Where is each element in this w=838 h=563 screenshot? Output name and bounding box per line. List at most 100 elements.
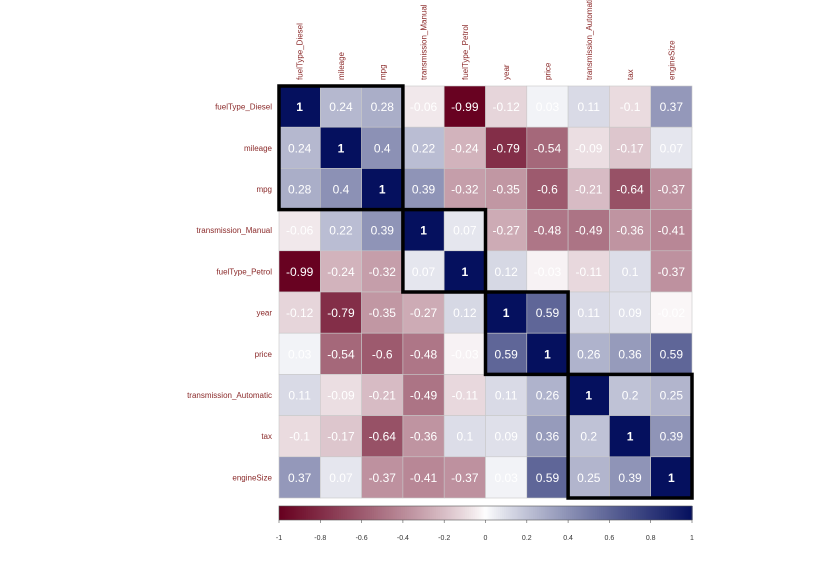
heatmap-cell xyxy=(485,85,528,128)
cell-value: 1 xyxy=(296,100,303,114)
heatmap-cell xyxy=(609,209,652,252)
colorbar-segment xyxy=(402,506,406,520)
colorbar-segment xyxy=(357,506,361,520)
cell-value: 0.59 xyxy=(536,471,560,485)
cell-value: 0.11 xyxy=(288,389,311,403)
heatmap-cell xyxy=(485,332,528,375)
colorbar-segment xyxy=(431,506,435,520)
cell-value: -0.49 xyxy=(410,389,438,403)
cell-value: 0.4 xyxy=(333,183,350,197)
colorbar-segment xyxy=(456,506,460,520)
colorbar-segment xyxy=(526,506,530,520)
heatmap-cell xyxy=(526,168,569,210)
colorbar-segment xyxy=(497,506,501,520)
cell-value: -0.24 xyxy=(451,141,479,155)
column-label: engineSize xyxy=(667,40,676,80)
cell-value: -0.35 xyxy=(492,183,520,197)
colorbar-segment xyxy=(367,506,371,520)
colorbar-tick-label: 0.2 xyxy=(522,535,532,542)
colorbar-segment xyxy=(537,506,540,520)
heatmap-cell xyxy=(526,332,569,375)
heatmap-cell xyxy=(278,291,321,334)
colorbar-segment xyxy=(588,506,592,520)
colorbar-segment xyxy=(361,506,365,520)
heatmap-cell xyxy=(526,126,569,169)
heatmap-cell xyxy=(443,415,486,458)
cell-value: -0.41 xyxy=(658,224,686,238)
heatmap-cell xyxy=(650,85,693,128)
column-label: transmission_Automatic xyxy=(585,0,594,80)
colorbar-segment xyxy=(613,506,617,520)
cell-value: -0.32 xyxy=(451,183,479,197)
colorbar-segment xyxy=(636,506,639,520)
heatmap-cell xyxy=(361,168,404,210)
colorbar-segment xyxy=(634,506,637,520)
heatmap-cell xyxy=(650,126,693,169)
colorbar-segment xyxy=(689,506,693,520)
colorbar-segment xyxy=(508,506,511,520)
heatmap-cell xyxy=(402,374,445,416)
colorbar-segment xyxy=(452,506,456,520)
colorbar-segment xyxy=(442,506,445,520)
cell-value: -0.99 xyxy=(286,265,314,279)
colorbar-segment xyxy=(336,506,340,520)
cell-value: -0.99 xyxy=(451,100,479,114)
colorbar-segment xyxy=(477,506,480,520)
colorbar-segment xyxy=(603,506,606,520)
heatmap-cell xyxy=(609,415,652,458)
cell-value: 0.4 xyxy=(374,141,391,155)
colorbar-segment xyxy=(584,506,588,520)
colorbar-segment xyxy=(462,506,466,520)
heatmap-cell xyxy=(402,126,445,169)
cell-value: -0.24 xyxy=(327,265,355,279)
colorbar-segment xyxy=(450,506,454,520)
colorbar-segment xyxy=(322,506,326,520)
colorbar-segment xyxy=(677,506,681,520)
heatmap-cell xyxy=(650,250,693,293)
colorbar-segment xyxy=(407,506,410,520)
colorbar-segment xyxy=(578,506,582,520)
colorbar-segment xyxy=(413,506,416,520)
colorbar-segment xyxy=(561,506,565,520)
colorbar-segment xyxy=(415,506,418,520)
row-label: transmission_Manual xyxy=(196,226,272,235)
cell-value: -0.79 xyxy=(492,141,520,155)
heatmap-cell xyxy=(650,374,693,416)
colorbar-segment xyxy=(522,506,526,520)
colorbar-segment xyxy=(332,506,336,520)
cell-value: 0.03 xyxy=(288,347,312,361)
heatmap-cell xyxy=(278,415,321,458)
heatmap-cell xyxy=(319,85,362,128)
colorbar-segment xyxy=(373,506,377,520)
heatmap-cell xyxy=(443,85,486,128)
cell-value: 0.03 xyxy=(494,471,518,485)
heatmap-cell xyxy=(361,374,404,416)
colorbar-segment xyxy=(454,506,458,520)
colorbar-segment xyxy=(586,506,590,520)
colorbar-segment xyxy=(685,506,689,520)
colorbar-segment xyxy=(417,506,421,520)
cell-value: -0.54 xyxy=(327,347,355,361)
colorbar-segment xyxy=(396,506,400,520)
colorbar-segment xyxy=(382,506,385,520)
colorbar-segment xyxy=(299,506,303,520)
cell-value: 0.11 xyxy=(578,100,601,114)
colorbar-segment xyxy=(438,506,441,520)
colorbar-segment xyxy=(681,506,685,520)
colorbar-segment xyxy=(652,506,656,520)
colorbar-segment xyxy=(535,506,538,520)
cell-value: -0.32 xyxy=(369,265,397,279)
cell-value: 1 xyxy=(544,347,551,361)
colorbar-segment xyxy=(630,506,633,520)
colorbar-segment xyxy=(572,506,575,520)
row-label: mileage xyxy=(244,144,273,153)
cell-value: 1 xyxy=(338,141,345,155)
colorbar-segment xyxy=(555,506,559,520)
heatmap-cell xyxy=(402,456,445,499)
colorbar-segment xyxy=(305,506,309,520)
colorbar-segment xyxy=(609,506,613,520)
colorbar-segment xyxy=(541,506,544,520)
colorbar-segment xyxy=(590,506,594,520)
colorbar-segment xyxy=(675,506,679,520)
cell-value: 1 xyxy=(379,183,386,197)
